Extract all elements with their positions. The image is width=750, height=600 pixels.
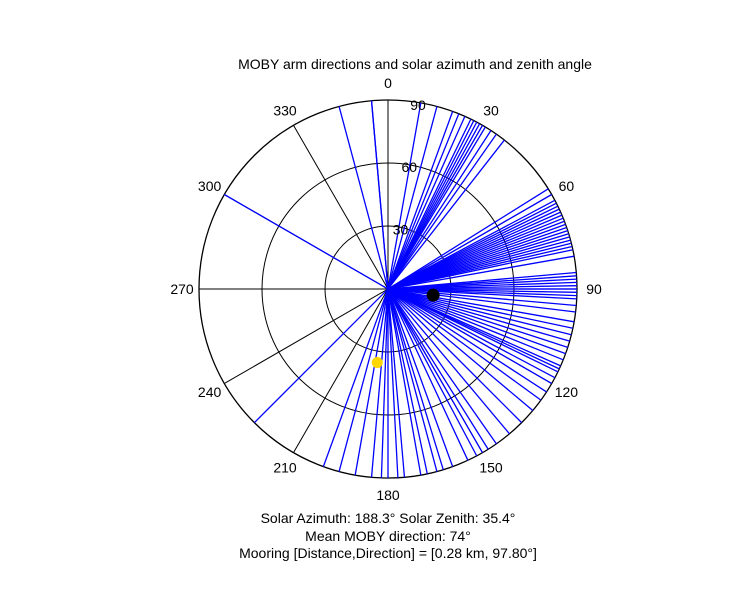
arm-line [322,288,389,467]
arm-line [387,126,486,290]
arm-line [387,288,523,424]
arm-line [387,288,564,361]
arm-line [387,116,466,290]
annotation-mooring: Mooring [Distance,Direction] = [0.28 km,… [239,545,537,561]
angle-tick-label: 60 [559,178,575,194]
arm-line [387,288,444,470]
angle-tick-label: 240 [198,384,222,400]
arm-line [387,106,438,290]
arm-line [387,288,570,342]
arm-line [223,193,389,290]
solar-position-marker [371,357,383,369]
arm-line [387,111,454,290]
grid-spoke [224,288,389,384]
angle-tick-label: 330 [273,103,297,119]
arm-line [387,288,574,329]
arm-line [387,130,492,290]
radial-tick-labels: 30 60 90 [393,97,426,238]
arm-line [387,288,406,478]
chart-title: MOBY arm directions and solar azimuth an… [238,56,592,72]
arm-line [387,288,577,307]
angle-tick-labels: 0 30 60 90 120 150 180 210 240 270 300 330 [170,75,602,503]
arm-line [387,288,577,300]
angle-tick-label: 0 [384,75,392,91]
angle-tick-label: 270 [170,281,194,297]
arm-line [338,106,389,290]
arm-line [253,288,389,424]
angle-tick-label: 180 [376,487,400,503]
angle-tick-label: 120 [555,384,579,400]
grid-spoke [293,288,389,453]
angle-tick-label: 90 [586,281,602,297]
annotation-mean-direction: Mean MOBY direction: 74° [305,528,471,544]
markers [371,288,440,369]
arm-line [387,193,553,290]
radial-tick-label: 60 [401,159,417,175]
annotation-solar: Solar Azimuth: 188.3° Solar Zenith: 35.4… [261,510,516,526]
arm-line [387,288,497,445]
arm-direction-lines [223,100,577,478]
angle-tick-label: 210 [273,459,297,475]
arm-line [387,288,454,467]
arm-line [387,188,549,290]
arm-line [380,288,389,478]
arm-line [387,288,399,478]
arm-line [387,249,574,290]
arm-line [370,100,389,290]
arm-line [387,102,422,290]
arm-line [387,255,575,290]
arm-line [387,288,478,457]
arm-line [387,288,469,461]
mooring-marker [426,288,440,302]
grid-spoke [293,125,389,290]
arm-line [387,288,575,323]
arm-line [387,288,559,373]
angle-tick-label: 300 [198,178,222,194]
radial-tick-label: 90 [410,97,426,113]
arm-line [387,288,534,411]
radial-tick-label: 30 [393,222,409,238]
angle-tick-label: 150 [479,459,503,475]
arm-line [387,288,566,355]
arm-line [354,288,389,476]
arm-line [387,113,460,290]
arm-line [387,288,576,313]
arm-line [387,288,568,349]
arm-line [387,288,484,454]
arm-line [387,288,489,450]
arm-line [387,288,556,379]
arm-line [387,133,497,290]
arm-line [387,288,553,385]
arm-line [387,288,572,336]
arm-line [370,288,389,478]
angle-tick-label: 30 [483,103,499,119]
arm-line [387,139,505,290]
arm-line [387,288,542,401]
arm-line [387,288,422,476]
arm-line [387,288,428,475]
arm-line [338,288,389,472]
arm-line [387,288,438,472]
arm-line [387,288,510,435]
arm-line [387,288,547,393]
